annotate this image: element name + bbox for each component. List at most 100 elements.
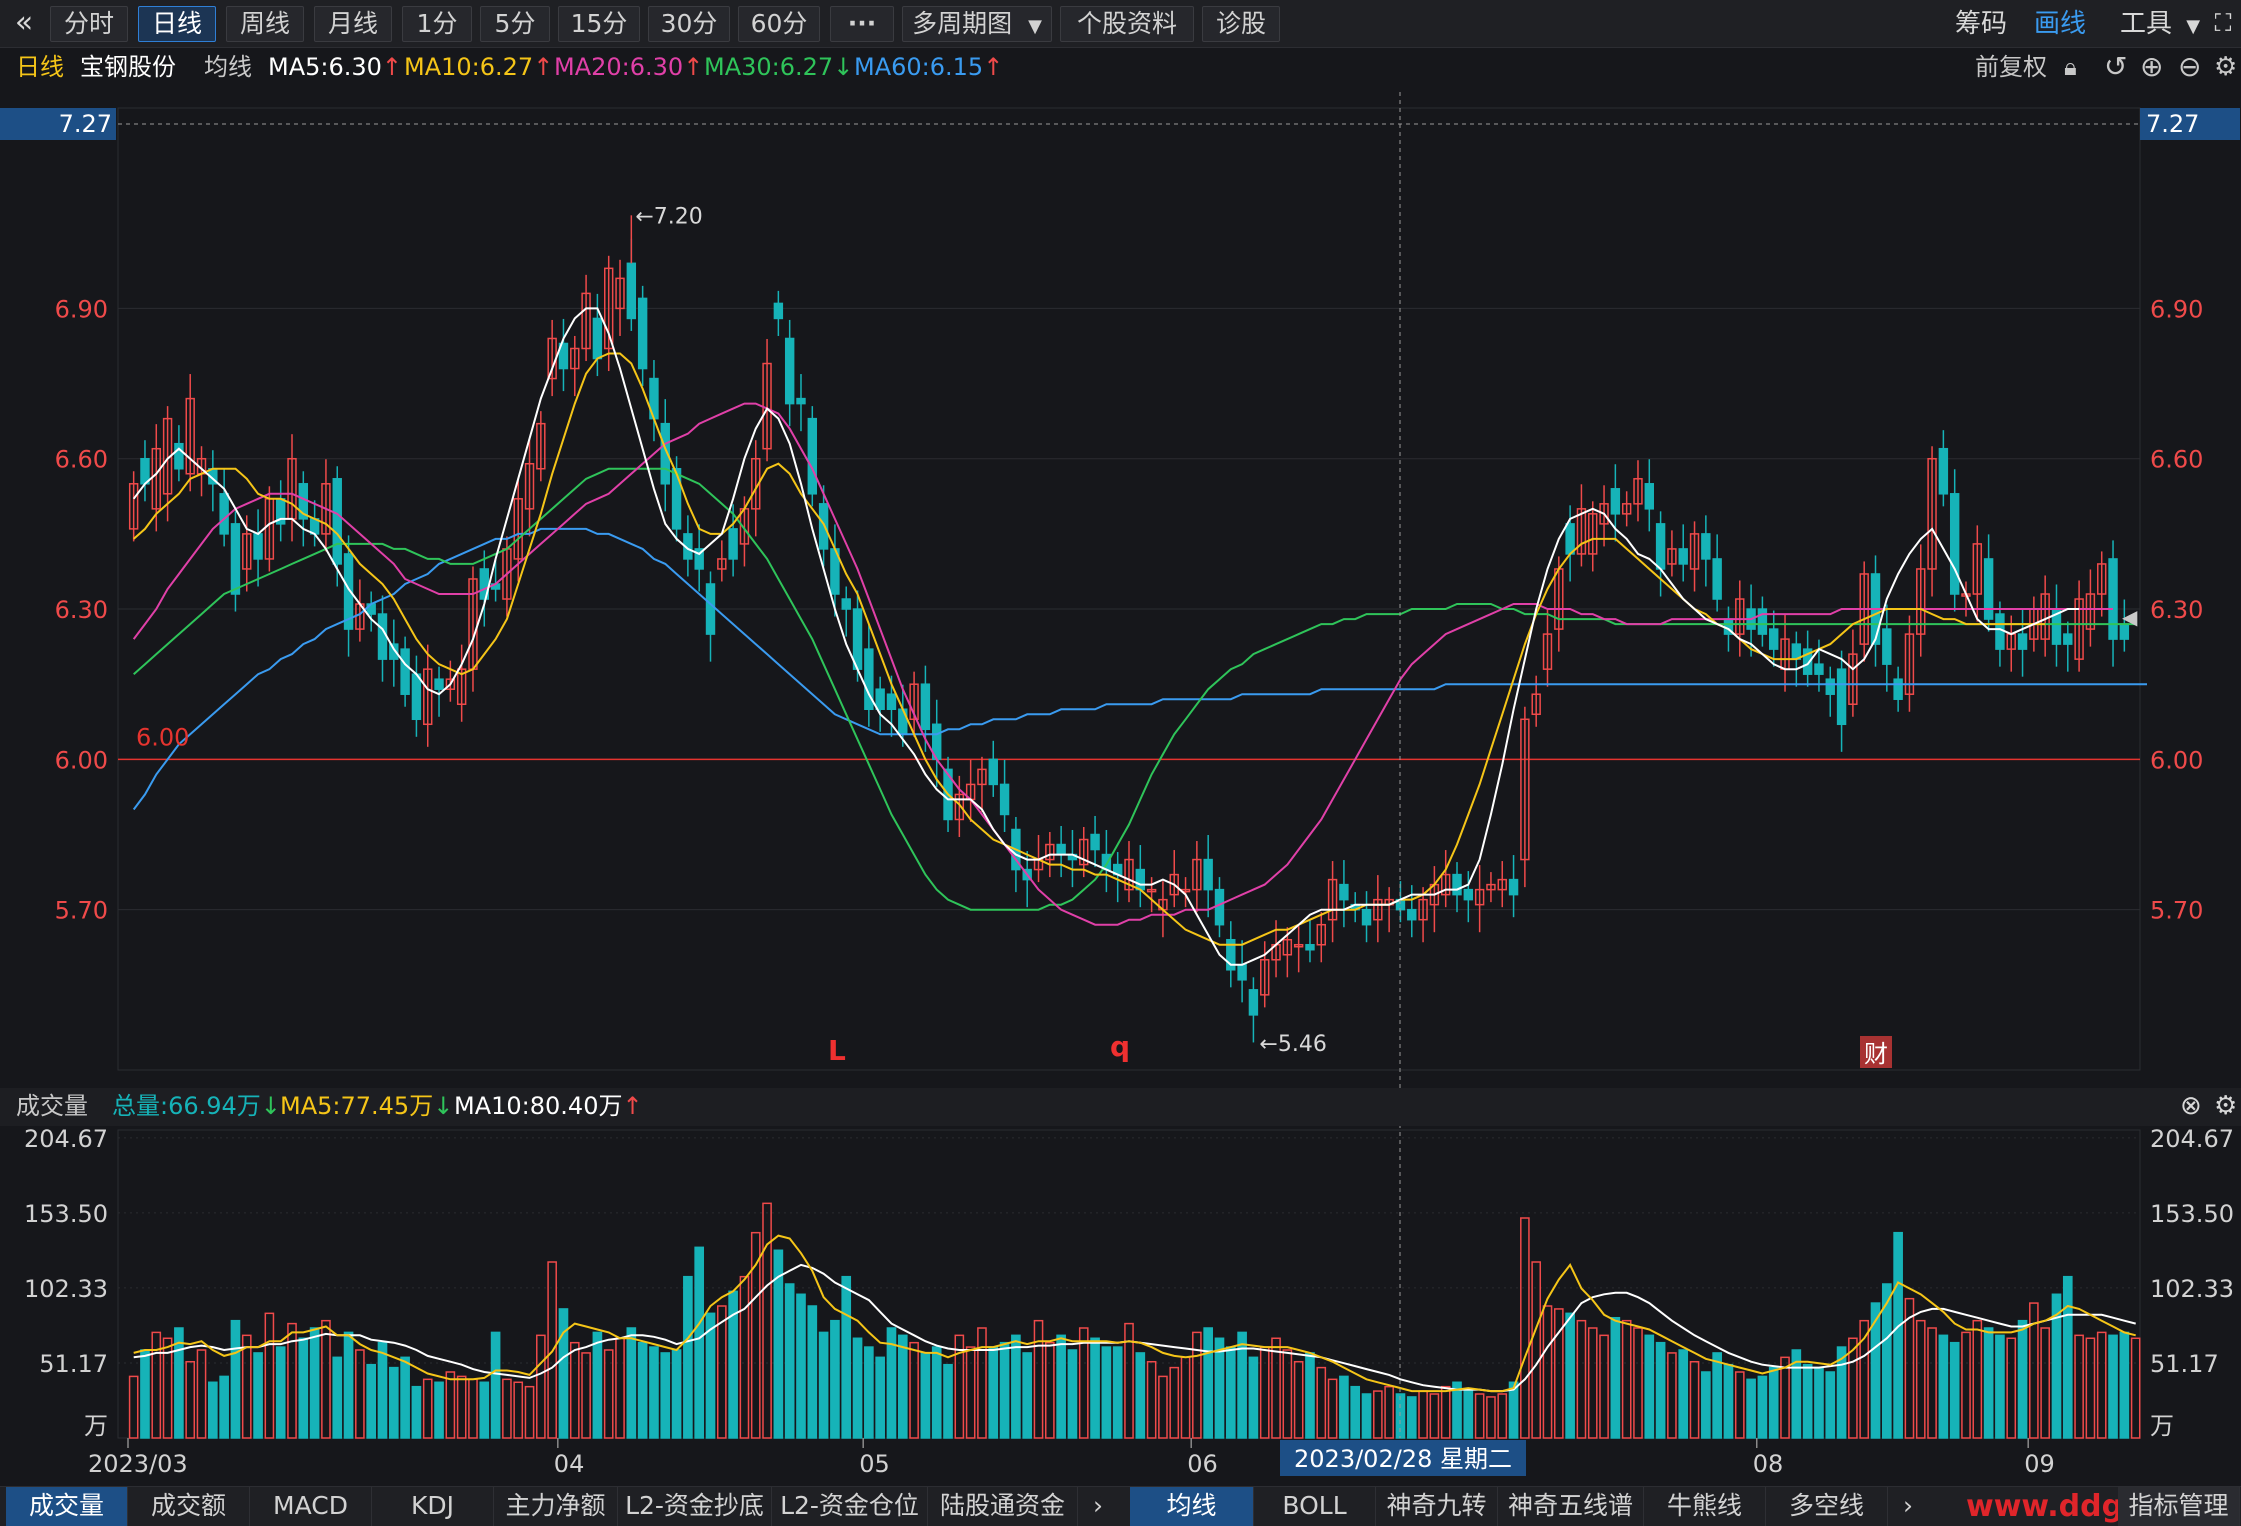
tab-main-net[interactable]: 主力净额: [494, 1487, 618, 1526]
tab-turnover[interactable]: 成交额: [128, 1487, 250, 1526]
candle-up: [1633, 478, 1643, 505]
y-tick-label-right: 5.70: [2150, 897, 2203, 925]
stock-info-button[interactable]: 个股资料: [1060, 6, 1194, 42]
tab-fenshi[interactable]: 分时: [50, 6, 128, 42]
tab-boll[interactable]: BOLL: [1254, 1487, 1376, 1526]
close-icon[interactable]: ⊗: [2180, 1091, 2202, 1121]
chevron-right-icon[interactable]: ›: [1093, 1491, 1103, 1520]
diagnose-button[interactable]: 诊股: [1202, 6, 1280, 42]
volume-bar-up: [1599, 1334, 1609, 1439]
volume-total: 总量:66.94万↓: [112, 1088, 281, 1124]
ma60-line: [132, 527, 2147, 811]
lock-icon[interactable]: 🔒︎: [2064, 53, 2077, 81]
volume-bar-down: [388, 1366, 399, 1439]
volume-bar-up: [162, 1337, 173, 1439]
kline-chart[interactable]: 5.70 5.70 6.00 6.00 6.30 6.30 6.60 6.60 6.90 6.90…: [0, 88, 2241, 1486]
chip-button[interactable]: 筹码: [1955, 9, 2008, 39]
tab-bull-bear[interactable]: 牛熊线: [1644, 1487, 1766, 1526]
arrow-up-icon: ↑: [683, 53, 704, 81]
fullscreen-icon[interactable]: ⛶: [2214, 9, 2232, 37]
volume-bar-up: [2040, 1327, 2050, 1439]
tab-magic-nine[interactable]: 神奇九转: [1376, 1487, 1498, 1526]
gear-icon[interactable]: ⚙: [2214, 52, 2238, 82]
volume-bar-up: [456, 1375, 467, 1439]
tab-northbound[interactable]: 陆股通资金: [928, 1487, 1078, 1526]
candle-down: [400, 648, 410, 695]
low-annotation: ←5.46: [1259, 1032, 1326, 1057]
volume-ma10: MA10:80.40万↑: [454, 1088, 643, 1124]
volume-bar-down: [490, 1331, 501, 1439]
zoom-in-icon[interactable]: ⊕: [2140, 50, 2164, 83]
tab-long-short[interactable]: 多空线: [1766, 1487, 1888, 1526]
tab-daily[interactable]: 日线: [138, 6, 216, 42]
volume-bar-down: [784, 1283, 795, 1439]
tab-15min[interactable]: 15分: [558, 6, 640, 42]
volume-ma5-value: MA5:77.45万: [280, 1092, 434, 1120]
gear-icon[interactable]: ⚙: [2214, 1091, 2238, 1121]
undo-icon[interactable]: ↺: [2104, 50, 2128, 83]
volume-bar-down: [1463, 1390, 1474, 1439]
tab-30min[interactable]: 30分: [648, 6, 730, 42]
volume-bar-down: [343, 1331, 354, 1439]
volume-bar-down: [592, 1331, 603, 1439]
volume-bar-up: [762, 1202, 772, 1439]
tab-monthly[interactable]: 月线: [314, 6, 392, 42]
volume-bar-down: [1655, 1341, 1666, 1439]
more-button[interactable]: ···: [830, 6, 894, 42]
indicator-manage-button[interactable]: 指标管理: [2118, 1487, 2240, 1526]
tab-ma[interactable]: 均线: [1130, 1487, 1254, 1526]
adjust-label[interactable]: 前复权: [1975, 53, 2047, 81]
candle-up: [1916, 568, 1926, 635]
tab-kdj[interactable]: KDJ: [372, 1487, 494, 1526]
double-chevron-left-icon[interactable]: «: [14, 5, 34, 40]
tab-5min[interactable]: 5分: [480, 6, 550, 42]
volume-bars-group: [128, 1202, 2141, 1439]
candle-down: [818, 503, 829, 550]
volume-bar-up: [1972, 1319, 1983, 1439]
volume-bar-down: [694, 1246, 705, 1439]
candle-up: [603, 267, 614, 350]
volume-bar-up: [128, 1375, 139, 1439]
tab-l2-bottom[interactable]: L2-资金抄底: [618, 1487, 772, 1526]
chevron-right-icon[interactable]: ›: [1903, 1491, 1913, 1520]
volume-bar-down: [931, 1346, 942, 1439]
price-pointer-icon: ◀: [2122, 605, 2138, 629]
tab-macd[interactable]: MACD: [250, 1487, 372, 1526]
volume-bar-up: [977, 1327, 987, 1439]
zoom-out-icon[interactable]: ⊖: [2178, 50, 2202, 83]
arrow-down-icon: ↓: [433, 1092, 454, 1120]
candle-down: [796, 397, 806, 405]
volume-bar-up: [1587, 1327, 1598, 1439]
candle-down: [1983, 558, 1994, 620]
candle-down: [389, 643, 399, 660]
multi-period-dropdown[interactable]: 多周期图 ▼: [902, 6, 1052, 42]
candle-up: [1146, 888, 1157, 893]
tools-dropdown[interactable]: 工具 ▼: [2120, 8, 2200, 43]
volume-bar-up: [185, 1360, 196, 1439]
volume-bar-down: [2119, 1331, 2130, 1439]
chevron-down-icon: ▼: [2186, 16, 2201, 37]
candle-down: [1949, 493, 1960, 595]
tab-60min[interactable]: 60分: [738, 6, 820, 42]
ma-label[interactable]: 均线: [204, 53, 252, 81]
tab-volume[interactable]: 成交量: [6, 1487, 128, 1526]
tab-1min[interactable]: 1分: [402, 6, 472, 42]
candle-up: [185, 397, 195, 475]
volume-bar-down: [377, 1341, 388, 1439]
chart-background: [0, 88, 2241, 1486]
volume-bar-up: [1927, 1327, 1937, 1439]
volume-bar-up: [750, 1231, 761, 1439]
y-tick-label-left: 6.60: [55, 446, 108, 474]
tab-weekly[interactable]: 周线: [226, 6, 304, 42]
draw-line-button[interactable]: 画线: [2034, 9, 2087, 39]
volume-bar-down: [1225, 1346, 1236, 1439]
candle-up: [1972, 543, 1983, 595]
candle-down: [784, 337, 795, 405]
volume-bar-down: [1746, 1378, 1756, 1439]
tab-magic-five[interactable]: 神奇五线谱: [1498, 1487, 1644, 1526]
tab-l2-position[interactable]: L2-资金仓位: [772, 1487, 928, 1526]
candle-down: [875, 688, 885, 710]
volume-bar-down: [1814, 1366, 1824, 1439]
volume-bar-up: [1327, 1378, 1338, 1439]
reference-line-label: 6.00: [136, 723, 189, 751]
